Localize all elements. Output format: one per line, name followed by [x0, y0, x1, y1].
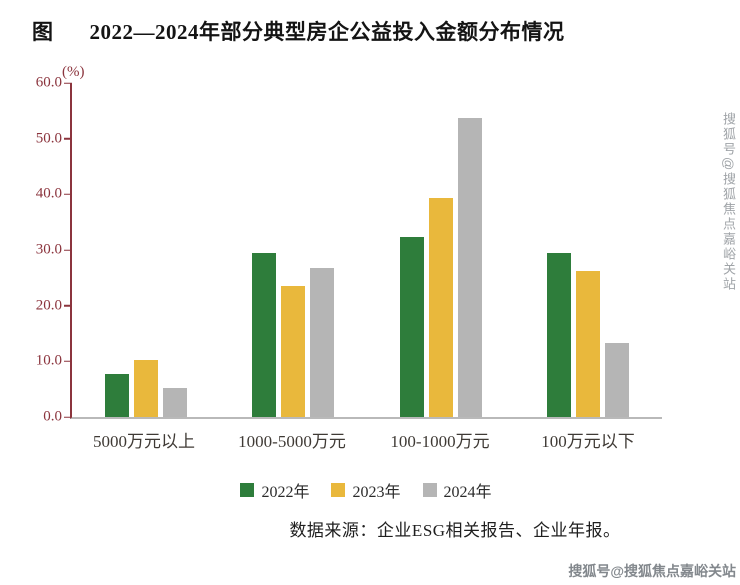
bar-groups — [72, 83, 662, 417]
legend-label: 2022年 — [261, 484, 310, 501]
legend-item: 2023年 — [331, 478, 401, 502]
bar — [252, 252, 277, 417]
chart-title: 2022—2024年部分典型房企公益投入金额分布情况 — [89, 20, 565, 44]
x-axis-labels: 5000万元以上 1000-5000万元 100-1000万元 100万元以下 — [70, 427, 662, 452]
bar — [605, 342, 630, 417]
y-axis-unit-label: (%) — [62, 64, 85, 80]
legend-item: 2022年 — [240, 478, 309, 502]
y-tick-label: 20.0 — [35, 297, 62, 314]
bar-group — [72, 83, 220, 417]
y-tick-label: 40.0 — [35, 185, 62, 202]
y-tick-label: 50.0 — [35, 130, 62, 147]
y-tick-label: 30.0 — [35, 241, 62, 258]
x-axis-category-label: 1000-5000万元 — [238, 432, 346, 451]
y-tick-label: 60.0 — [35, 74, 62, 91]
x-axis-category-label: 100万元以下 — [541, 432, 635, 451]
chart-title-prefix: 图 — [32, 20, 54, 44]
watermark-vertical: 搜狐号@搜狐焦点嘉峪关站 — [721, 112, 736, 293]
bar — [281, 286, 306, 417]
legend-label: 2023年 — [352, 484, 401, 501]
data-source-note: 数据来源：企业ESG相关报告、企业年报。 — [289, 521, 621, 540]
bar — [576, 271, 601, 417]
bar-group — [367, 83, 515, 417]
bar-group — [220, 83, 368, 417]
legend: 2022年 2023年 2024年 — [70, 478, 662, 502]
legend-swatch-icon — [240, 483, 255, 497]
legend-swatch-icon — [422, 483, 437, 497]
bar — [133, 360, 158, 417]
bar — [162, 387, 187, 417]
plot-area: 0.0 10.0 20.0 30.0 40.0 50.0 60.0 — [36, 75, 662, 424]
y-tick-mark — [64, 193, 72, 196]
bar-group — [515, 83, 663, 417]
y-tick-mark — [64, 360, 72, 363]
bar — [399, 237, 424, 417]
y-tick-mark — [64, 416, 72, 418]
watermark-bottom: 搜狐号@搜狐焦点嘉峪关站 — [568, 563, 736, 579]
chart-title-row: 图 2022—2024年部分典型房企公益投入金额分布情况 — [0, 0, 740, 46]
y-tick-mark — [64, 82, 72, 84]
bar — [104, 373, 129, 417]
y-tick-mark — [64, 137, 72, 140]
bar — [457, 117, 482, 417]
legend-label: 2024年 — [443, 484, 492, 501]
y-tick-label: 10.0 — [35, 352, 62, 369]
chart-area: 0.0 10.0 20.0 30.0 40.0 50.0 60.0 5000万元以上 1000… — [36, 75, 662, 452]
x-axis-category-label: 100-1000万元 — [390, 432, 490, 451]
y-tick-mark — [64, 249, 72, 251]
bar — [310, 267, 335, 417]
y-tick-label: 0.0 — [43, 408, 62, 425]
legend-item: 2024年 — [422, 478, 492, 502]
bar — [428, 197, 453, 417]
x-axis-category-label: 5000万元以上 — [93, 432, 195, 451]
bar — [547, 252, 572, 417]
legend-swatch-icon — [331, 483, 346, 497]
y-tick-mark — [64, 304, 72, 307]
